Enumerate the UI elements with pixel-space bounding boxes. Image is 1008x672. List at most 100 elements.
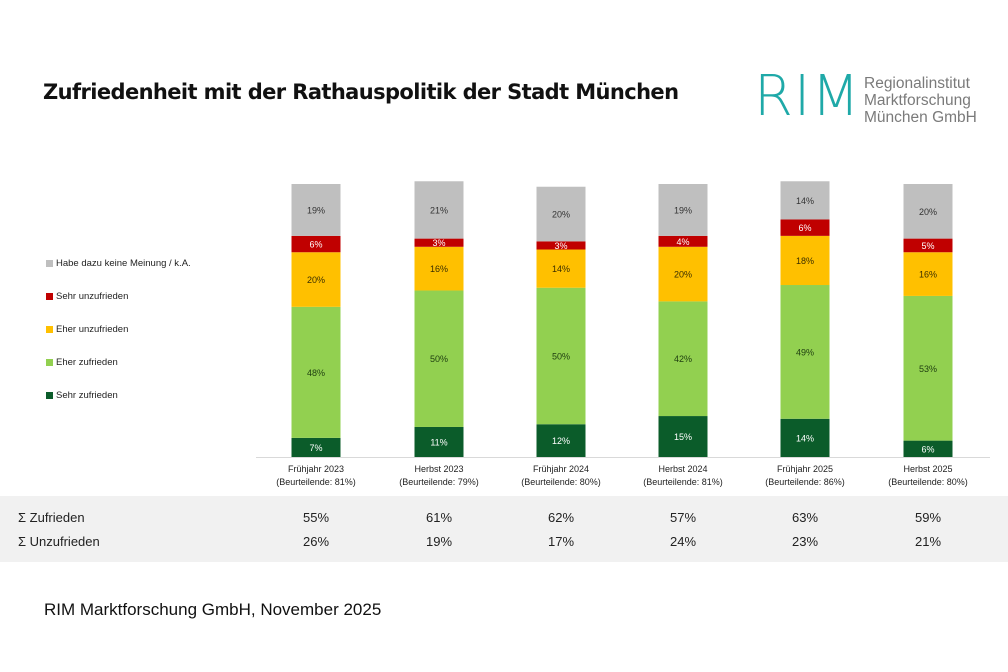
bar-segment xyxy=(414,426,464,457)
bar-segment xyxy=(414,246,464,291)
bar-segment xyxy=(780,181,830,220)
summary-value: 26% xyxy=(302,534,330,549)
data-label: 3% xyxy=(554,241,567,251)
summary-value: 62% xyxy=(547,510,575,525)
legend-item-eher-unzufrieden: Eher unzufrieden xyxy=(46,324,128,335)
data-label: 50% xyxy=(552,351,570,361)
x-tick-sublabel: (Beurteilende: 81%) xyxy=(276,477,356,487)
bar-segment xyxy=(536,287,586,425)
x-tick-sublabel: (Beurteilende: 86%) xyxy=(765,477,845,487)
data-label: 21% xyxy=(430,205,448,215)
legend-item-sehr-unzufrieden: Sehr unzufrieden xyxy=(46,291,128,302)
data-label: 53% xyxy=(919,364,937,374)
summary-value: 63% xyxy=(791,510,819,525)
bar-segment xyxy=(291,252,341,307)
data-label: 6% xyxy=(309,240,322,250)
bar-segment xyxy=(658,301,708,417)
data-label: 11% xyxy=(430,437,447,447)
data-label: 18% xyxy=(796,256,814,266)
bar-segment xyxy=(903,238,953,253)
bar-segment xyxy=(903,295,953,441)
bar-segment xyxy=(536,424,586,457)
x-tick-sublabel: (Beurteilende: 80%) xyxy=(888,477,968,487)
legend-label: Sehr unzufrieden xyxy=(56,291,129,302)
bar-segment xyxy=(658,235,708,247)
legend-item-eher-zufrieden: Eher zufrieden xyxy=(46,357,118,368)
summary-value: 21% xyxy=(914,534,942,549)
logo-line: Regionalinstitut xyxy=(864,75,970,92)
rim-logo: RIM Regionalinstitut Marktforschung Münc… xyxy=(754,66,999,134)
bar-segment xyxy=(658,416,708,457)
x-tick-label: Frühjahr 2025 xyxy=(777,464,833,474)
bar-segment xyxy=(903,184,953,239)
summary-row-label: Σ Unzufrieden xyxy=(18,534,100,549)
data-label: 12% xyxy=(552,436,570,446)
legend-item-keine-meinung: Habe dazu keine Meinung / k.A. xyxy=(46,258,191,269)
source-footer: RIM Marktforschung GmbH, November 2025 xyxy=(44,600,382,619)
data-label: 4% xyxy=(676,237,689,247)
x-tick-label: Herbst 2025 xyxy=(903,464,952,474)
chart-title: Zufriedenheit mit der Rathauspolitik der… xyxy=(43,80,679,104)
legend-label: Eher zufrieden xyxy=(56,357,118,368)
summary-row-label: Σ Zufrieden xyxy=(18,510,85,525)
legend-swatch xyxy=(46,326,53,333)
bar-segment xyxy=(291,437,341,457)
bar-segment xyxy=(536,241,586,250)
legend-label: Habe dazu keine Meinung / k.A. xyxy=(56,258,191,269)
summary-row-zufrieden: Σ Zufrieden 55% 61% 62% 57% 63% 59% xyxy=(0,510,1008,530)
summary-value: 17% xyxy=(547,534,575,549)
bar-segment xyxy=(291,235,341,253)
legend-swatch xyxy=(46,392,53,399)
summary-value: 61% xyxy=(425,510,453,525)
bar-segment xyxy=(414,238,464,247)
x-tick-sublabel: (Beurteilende: 80%) xyxy=(521,477,601,487)
data-label: 49% xyxy=(796,347,814,357)
logo-line: Marktforschung xyxy=(864,92,971,109)
data-label: 14% xyxy=(796,433,814,443)
data-label: 19% xyxy=(307,205,325,215)
bar-segment xyxy=(780,418,830,457)
bar-segment xyxy=(536,186,586,242)
x-tick-label: Frühjahr 2023 xyxy=(288,464,344,474)
summary-value: 24% xyxy=(669,534,697,549)
data-label: 14% xyxy=(552,264,570,274)
logo-text: Regionalinstitut Marktforschung München … xyxy=(864,75,977,126)
x-tick-label: Herbst 2024 xyxy=(658,464,707,474)
bar-segment xyxy=(780,235,830,286)
x-tick-label: Herbst 2023 xyxy=(414,464,463,474)
x-tick-sublabel: (Beurteilende: 79%) xyxy=(399,477,479,487)
bar-segment xyxy=(903,252,953,296)
legend-label: Sehr zufrieden xyxy=(56,390,118,401)
data-label: 19% xyxy=(674,205,692,215)
data-label: 5% xyxy=(921,241,934,251)
stacked-bar-chart: 7% 48% 20% 6% 19% Frühjahr 2023 (Beurteilende:… xyxy=(256,181,990,487)
bar-segment xyxy=(780,285,830,419)
bar-segment xyxy=(780,219,830,236)
bar-segment xyxy=(658,246,708,302)
x-tick-label: Frühjahr 2024 xyxy=(533,464,589,474)
data-label: 6% xyxy=(798,223,811,233)
data-label: 3% xyxy=(432,238,445,248)
summary-value: 59% xyxy=(914,510,942,525)
bar-segment xyxy=(291,184,341,236)
summary-table: Σ Zufrieden 55% 61% 62% 57% 63% 59% Σ Unzufri… xyxy=(0,496,1008,562)
data-label: 16% xyxy=(430,264,448,274)
summary-value: 57% xyxy=(669,510,697,525)
logo-mark: RIM xyxy=(754,64,861,129)
bar-segment xyxy=(903,440,953,457)
summary-value: 55% xyxy=(302,510,330,525)
summary-row-unzufrieden: Σ Unzufrieden 26% 19% 17% 24% 23% 21% xyxy=(0,534,1008,554)
x-tick-sublabel: (Beurteilende: 81%) xyxy=(643,477,723,487)
bar-segment xyxy=(291,306,341,438)
data-label: 20% xyxy=(307,275,325,285)
logo-line: München GmbH xyxy=(864,109,977,126)
legend-label: Eher unzufrieden xyxy=(56,324,129,335)
data-label: 7% xyxy=(309,443,322,453)
data-label: 16% xyxy=(919,270,937,280)
data-label: 20% xyxy=(674,270,692,280)
data-label: 48% xyxy=(307,368,325,378)
legend-item-sehr-zufrieden: Sehr zufrieden xyxy=(46,390,118,401)
data-label: 6% xyxy=(921,444,934,454)
data-label: 42% xyxy=(674,354,692,364)
data-label: 20% xyxy=(552,210,570,220)
